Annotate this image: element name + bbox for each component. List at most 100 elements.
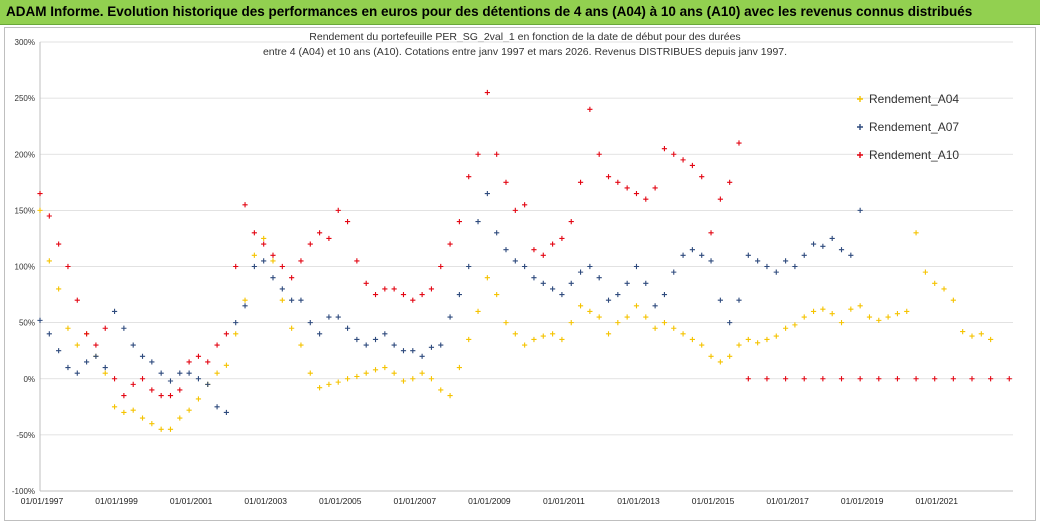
data-point — [363, 280, 369, 286]
x-tick-label: 01/01/1999 — [95, 496, 138, 506]
data-point — [242, 297, 248, 303]
data-point — [279, 286, 285, 292]
data-point — [866, 314, 873, 320]
data-point — [195, 396, 202, 402]
data-point — [102, 370, 108, 376]
data-point — [316, 331, 323, 337]
data-point — [848, 252, 854, 258]
data-point — [139, 376, 146, 382]
data-point — [522, 202, 528, 208]
data-point — [46, 331, 52, 337]
data-point — [932, 376, 938, 382]
data-point — [596, 314, 602, 320]
data-point — [624, 314, 630, 320]
data-point — [680, 252, 686, 258]
data-point — [158, 370, 164, 376]
data-point — [671, 151, 677, 157]
data-point — [549, 286, 556, 292]
data-point — [587, 263, 593, 270]
data-point — [56, 241, 62, 247]
data-point — [214, 404, 220, 410]
data-point — [577, 303, 584, 309]
data-point — [615, 291, 621, 298]
data-point — [689, 247, 695, 253]
data-point — [149, 421, 155, 427]
data-point — [307, 370, 313, 376]
data-point — [773, 333, 779, 339]
x-tick-label: 01/01/2019 — [841, 496, 884, 506]
data-point — [484, 275, 490, 281]
data-point — [56, 348, 62, 354]
data-point — [130, 407, 136, 413]
data-point — [717, 297, 723, 303]
data-point — [727, 353, 733, 359]
data-point — [633, 263, 640, 270]
data-point — [139, 415, 146, 421]
data-point — [512, 331, 518, 337]
data-point — [223, 362, 229, 368]
legend-label: Rendement_A07 — [869, 120, 959, 134]
x-tick-label: 01/01/2013 — [617, 496, 660, 506]
x-tick-label: 01/01/2015 — [692, 496, 735, 506]
data-point — [205, 381, 211, 387]
data-point — [410, 297, 416, 303]
data-point — [344, 219, 351, 225]
data-point — [764, 336, 770, 343]
data-point — [372, 336, 379, 343]
data-point — [354, 336, 360, 343]
y-tick-label: 200% — [15, 150, 35, 159]
data-point — [195, 376, 202, 382]
data-point — [904, 308, 910, 314]
chart-title: Rendement du portefeuille PER_SG_2val_1 … — [309, 31, 740, 43]
data-point — [382, 331, 388, 337]
data-point — [494, 230, 500, 236]
data-point — [661, 291, 668, 298]
data-point — [111, 308, 118, 314]
data-point — [559, 291, 565, 298]
data-point — [289, 275, 295, 281]
data-point — [745, 336, 751, 343]
data-point — [531, 275, 537, 281]
data-point — [503, 179, 509, 185]
data-point — [214, 342, 220, 348]
data-point — [643, 196, 649, 202]
data-point — [419, 291, 425, 298]
data-point — [195, 353, 202, 359]
data-point — [279, 263, 285, 270]
data-point — [326, 235, 332, 242]
data-point — [270, 258, 276, 264]
data-point — [950, 376, 956, 382]
data-point — [428, 376, 435, 382]
y-tick-label: 150% — [15, 206, 35, 215]
series-Rendement_A07 — [37, 190, 863, 416]
series-Rendement_A10 — [37, 89, 1012, 399]
data-point — [727, 320, 733, 326]
data-point — [633, 190, 640, 197]
data-point — [65, 364, 71, 371]
data-point — [745, 252, 751, 258]
y-tick-label: 100% — [15, 263, 35, 272]
data-point — [801, 376, 807, 382]
data-point — [810, 308, 817, 314]
data-point — [885, 314, 891, 320]
data-point — [438, 387, 444, 393]
legend-label: Rendement_A10 — [869, 148, 959, 162]
data-point — [624, 185, 630, 191]
data-point — [512, 207, 518, 213]
data-point — [587, 308, 593, 314]
data-point — [363, 342, 369, 348]
data-point — [652, 303, 658, 309]
data-point — [307, 241, 313, 247]
data-point — [764, 263, 770, 270]
x-tick-label: 01/01/1997 — [21, 496, 64, 506]
data-point — [121, 325, 127, 331]
data-point — [242, 303, 248, 309]
data-point — [512, 258, 518, 264]
data-point — [727, 179, 733, 185]
data-point — [83, 359, 90, 365]
data-point — [121, 409, 127, 416]
data-point — [456, 219, 462, 225]
data-point — [559, 336, 565, 343]
data-point — [615, 179, 621, 185]
data-point — [829, 235, 835, 242]
